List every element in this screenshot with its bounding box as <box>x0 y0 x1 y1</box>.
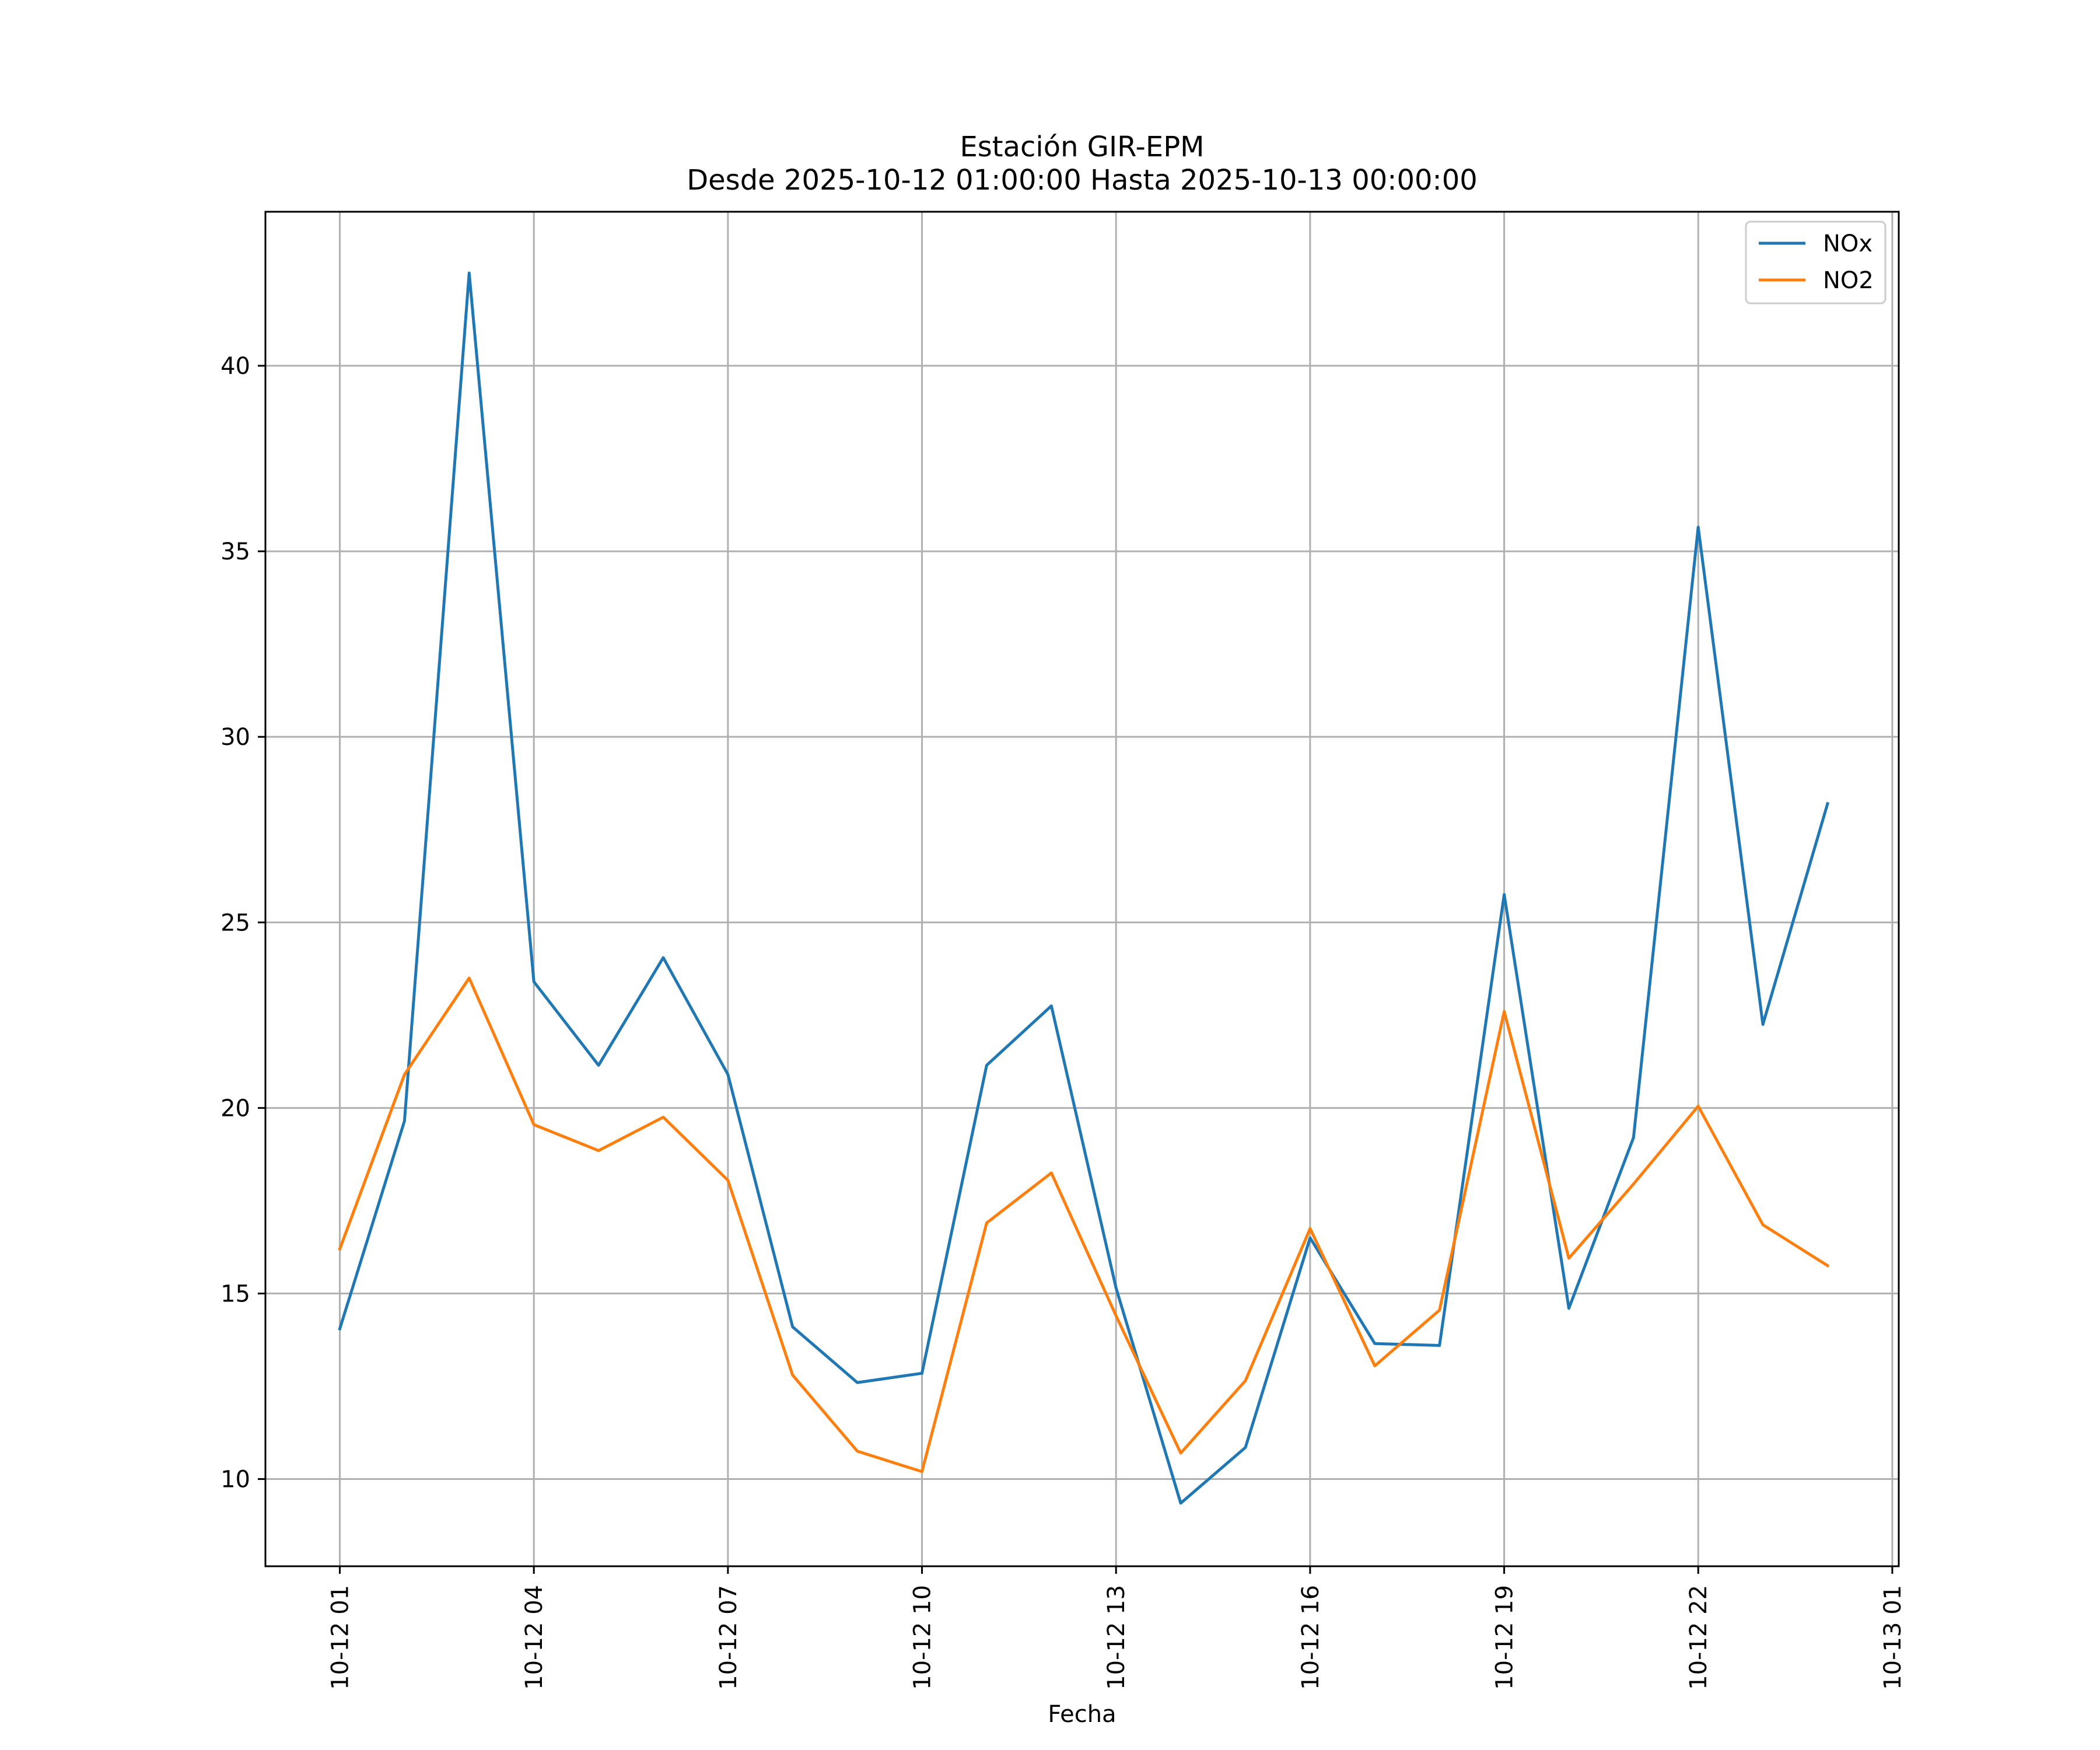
plot-frame <box>264 211 1900 1567</box>
axis-ticks: 10 15 20 25 30 35 40 10-12 01 10-12 04 10-12 07 10… <box>220 353 1906 1690</box>
x-tick-label: 10-12 07 <box>715 1585 742 1690</box>
chart-title: Estación GIR-EPM <box>960 131 1204 163</box>
y-tick-label: 15 <box>220 1280 250 1307</box>
x-tick-label: 10-12 13 <box>1103 1585 1130 1690</box>
y-tick-label: 25 <box>220 909 250 936</box>
x-tick-label: 10-12 10 <box>909 1585 936 1690</box>
legend-label-nox: NOx <box>1823 230 1873 257</box>
y-tick-label: 10 <box>220 1466 250 1493</box>
series-line-no2 <box>338 977 1830 1474</box>
x-tick-label: 10-12 22 <box>1685 1585 1712 1690</box>
grid-lines <box>265 212 1899 1566</box>
x-tick-label: 10-12 19 <box>1492 1585 1518 1690</box>
legend: NOx NO2 <box>1745 220 1887 304</box>
y-tick-label: 40 <box>220 353 250 380</box>
plot-series <box>338 271 1830 1505</box>
x-tick-label: 10-12 16 <box>1297 1585 1324 1690</box>
x-tick-label: 10-13 01 <box>1880 1585 1906 1690</box>
series-line-nox <box>338 271 1830 1505</box>
y-tick-label: 20 <box>220 1095 250 1122</box>
x-tick-label: 10-12 04 <box>521 1585 548 1690</box>
x-tick-label: 10-12 01 <box>327 1585 354 1690</box>
x-axis-label: Fecha <box>1048 1701 1116 1728</box>
y-tick-label: 35 <box>220 538 250 565</box>
legend-label-no2: NO2 <box>1823 267 1874 294</box>
y-tick-label: 30 <box>220 724 250 751</box>
chart-subtitle: Desde 2025-10-12 01:00:00 Hasta 2025-10-… <box>687 164 1478 197</box>
